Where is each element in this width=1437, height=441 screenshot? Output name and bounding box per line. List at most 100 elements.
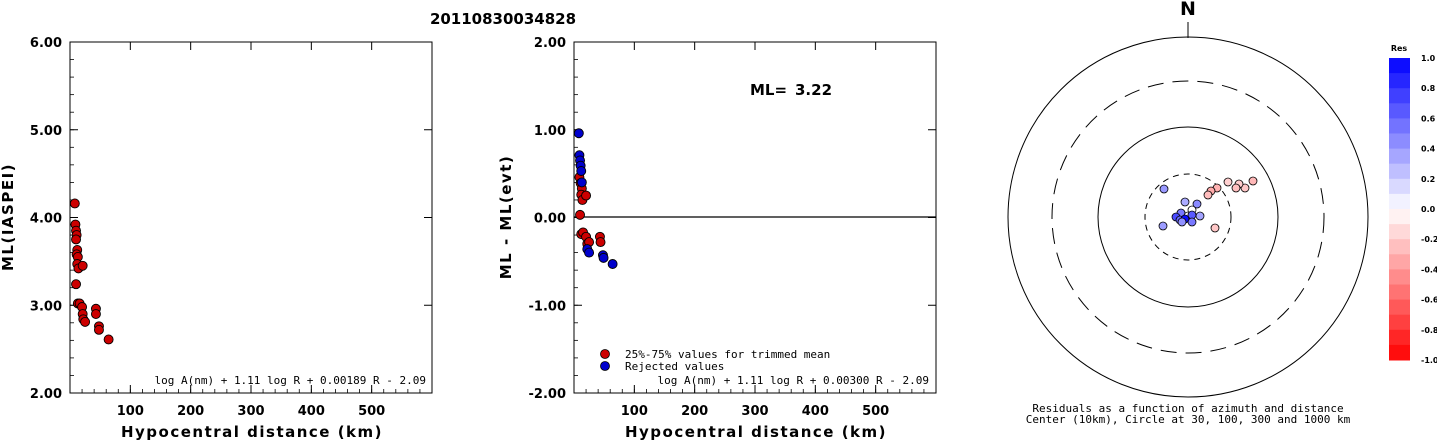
left-data-point <box>90 309 101 319</box>
middle-data-point <box>607 259 618 269</box>
polar-residual-point <box>1203 190 1213 200</box>
left-data-point <box>71 279 81 290</box>
middle-data-point <box>595 237 606 248</box>
colorbar-cell <box>1389 239 1410 255</box>
legend-blue-marker <box>600 361 610 371</box>
left-y-tick-label: 6.00 <box>30 36 62 51</box>
colorbar-cell <box>1389 299 1410 316</box>
middle-data-point <box>576 177 587 188</box>
left-y-tick-label: 3.00 <box>30 299 62 314</box>
left-data-points <box>69 198 114 345</box>
left-formula: log A(nm) + 1.11 log R + 0.00189 R - 2.0… <box>154 374 426 387</box>
colorbar-cell <box>1389 88 1410 104</box>
colorbar-label: -0.2 <box>1421 235 1437 244</box>
middle-data-points <box>573 128 618 269</box>
colorbar-label: -1.0 <box>1421 356 1437 365</box>
colorbar-cell <box>1389 314 1410 331</box>
middle-panel: -2.00 -1.00 0.00 1.00 2.00 100 200 300 400 500 ML… <box>497 36 937 441</box>
colorbar-title: Res <box>1391 44 1408 53</box>
middle-data-point <box>573 128 584 139</box>
colorbar-cell <box>1389 133 1410 150</box>
ring-30km <box>1144 173 1232 261</box>
ring-100km <box>1097 126 1279 308</box>
left-y-tick-label: 2.00 <box>30 387 62 402</box>
colorbar-cell <box>1389 148 1410 165</box>
left-plot-frame <box>69 41 433 394</box>
polar-caption-line1: Residuals as a function of azimuth and d… <box>1032 402 1343 415</box>
colorbar-label: 0.0 <box>1421 205 1436 214</box>
colorbar-cell <box>1389 103 1410 119</box>
left-axis-ticks: 2.00 3.00 4.00 5.00 6.00 100 200 300 400 500 <box>30 36 432 419</box>
polar-panel: N Residuals as a function of azimuth and… <box>1007 0 1369 426</box>
polar-residual-point <box>1210 223 1220 233</box>
polar-residual-point <box>1187 217 1197 227</box>
colorbar: Res 1.0 0.8 0.6 0.4 0.2 0.0 -0.2 -0.4 -0.6 -0.8 -1… <box>1389 44 1437 365</box>
polar-residual-point <box>1231 183 1241 193</box>
middle-x-tick-label: 500 <box>862 404 889 419</box>
colorbar-cells <box>1389 58 1410 361</box>
left-y-tick-label: 4.00 <box>30 212 62 227</box>
polar-residual-point <box>1248 176 1258 186</box>
polar-residual-point <box>1195 211 1205 221</box>
left-x-axis-label: Hypocentral distance (km) <box>121 423 383 441</box>
middle-data-point <box>576 166 587 176</box>
polar-residual-point <box>1192 199 1202 209</box>
left-panel: 2.00 3.00 4.00 5.00 6.00 100 200 300 400 500 log … <box>0 36 433 441</box>
north-label: N <box>1180 0 1196 20</box>
left-data-point <box>80 316 91 327</box>
colorbar-label: 0.4 <box>1421 145 1436 154</box>
event-title: 20110830034828 <box>430 10 576 28</box>
polar-residual-point <box>1177 217 1187 227</box>
middle-data-point <box>575 209 585 220</box>
middle-y-tick-label: -2.00 <box>529 387 566 402</box>
colorbar-cell <box>1389 344 1410 361</box>
middle-x-axis-label: Hypocentral distance (km) <box>625 423 887 441</box>
polar-residual-point <box>1240 183 1250 193</box>
left-x-tick-label: 300 <box>237 404 264 419</box>
colorbar-cell <box>1389 193 1410 210</box>
left-y-tick-label: 5.00 <box>30 124 62 139</box>
middle-data-point <box>584 247 595 258</box>
middle-y-axis-label: ML - ML(evt) <box>497 155 515 279</box>
colorbar-label: -0.8 <box>1421 326 1437 335</box>
polar-data-points <box>1158 176 1258 233</box>
left-x-tick-label: 400 <box>298 404 325 419</box>
ring-1000km <box>1007 36 1369 398</box>
middle-data-point <box>581 190 592 201</box>
colorbar-cell <box>1389 163 1410 180</box>
polar-residual-point <box>1158 221 1168 231</box>
colorbar-label: 0.8 <box>1421 84 1436 93</box>
colorbar-label: 0.6 <box>1421 114 1436 123</box>
middle-y-tick-label: 0.00 <box>534 212 566 227</box>
middle-data-point <box>598 252 609 263</box>
colorbar-labels: 1.0 0.8 0.6 0.4 0.2 0.0 -0.2 -0.4 -0.6 -0.8 -1.0 <box>1421 54 1437 365</box>
colorbar-cell <box>1389 118 1410 134</box>
left-data-point <box>69 198 80 209</box>
left-x-tick-label: 500 <box>358 404 385 419</box>
middle-formula: log A(nm) + 1.11 log R + 0.00300 R - 2.0… <box>657 374 929 387</box>
colorbar-cell <box>1389 329 1410 346</box>
colorbar-cell <box>1389 269 1410 285</box>
legend-rejected: Rejected values <box>625 360 724 373</box>
colorbar-label: 1.0 <box>1421 54 1436 63</box>
colorbar-cell <box>1389 254 1410 270</box>
colorbar-cell <box>1389 209 1410 225</box>
middle-x-tick-label: 400 <box>802 404 829 419</box>
middle-y-tick-label: 1.00 <box>534 124 566 139</box>
colorbar-cell <box>1389 224 1410 240</box>
ring-300km <box>1051 80 1325 354</box>
left-data-point <box>71 234 81 245</box>
colorbar-label: 0.2 <box>1421 175 1435 184</box>
middle-y-tick-label: 2.00 <box>534 36 566 51</box>
left-x-tick-label: 200 <box>177 404 204 419</box>
left-data-point <box>103 334 114 345</box>
middle-y-tick-label: -1.00 <box>529 299 566 314</box>
legend-trimmed-mean: 25%-75% values for trimmed mean <box>625 348 830 361</box>
middle-x-tick-label: 100 <box>621 404 648 419</box>
middle-axis-ticks: -2.00 -1.00 0.00 1.00 2.00 100 200 300 400 500 <box>529 36 936 419</box>
polar-caption-line2: Center (10km), Circle at 30, 100, 300 an… <box>1026 413 1351 426</box>
left-data-point <box>94 324 104 335</box>
ml-value: 3.22 <box>795 81 832 99</box>
left-x-tick-label: 100 <box>117 404 144 419</box>
